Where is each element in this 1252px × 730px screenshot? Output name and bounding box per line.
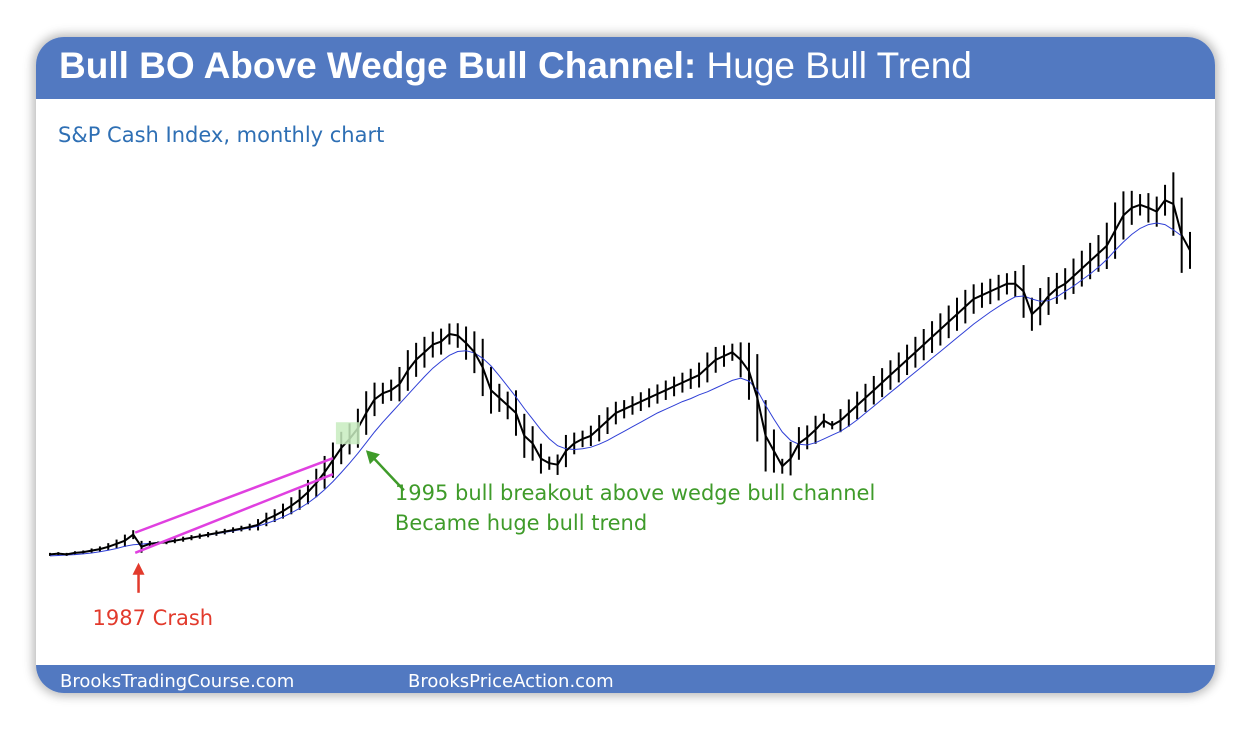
footer-bar: BrooksTradingCourse.com BrooksPriceActio… bbox=[36, 665, 1215, 693]
breakout-annotation-line-1: 1995 bull breakout above wedge bull chan… bbox=[395, 481, 875, 505]
footer-link-left[interactable]: BrooksTradingCourse.com bbox=[60, 671, 295, 692]
chart-subtitle: S&P Cash Index, monthly chart bbox=[58, 123, 385, 147]
title-regular: Huge Bull Trend bbox=[706, 45, 972, 86]
wedge-upper-line bbox=[134, 456, 334, 534]
price-line bbox=[49, 199, 1191, 556]
breakout-annotation-line-2: Became huge bull trend bbox=[395, 511, 647, 535]
title-bold: Bull BO Above Wedge Bull Channel: bbox=[59, 45, 697, 86]
price-chart: 1987 Crash 1995 bull breakout above wedg… bbox=[49, 172, 1191, 630]
crash-annotation: 1987 Crash bbox=[93, 606, 214, 630]
crash-arrow-head bbox=[132, 562, 145, 575]
slide: Bull BO Above Wedge Bull Channel: Huge B… bbox=[36, 37, 1215, 693]
title-bar: Bull BO Above Wedge Bull Channel: Huge B… bbox=[36, 37, 1215, 99]
footer-link-right[interactable]: BrooksPriceAction.com bbox=[408, 671, 614, 692]
wedge-lower-line bbox=[134, 472, 334, 554]
breakout-highlight-box bbox=[335, 422, 360, 445]
page-title: Bull BO Above Wedge Bull Channel: Huge B… bbox=[59, 45, 972, 87]
breakout-arrow bbox=[371, 455, 405, 492]
breakout-arrow-head bbox=[365, 450, 380, 465]
moving-average-line bbox=[49, 222, 1182, 557]
